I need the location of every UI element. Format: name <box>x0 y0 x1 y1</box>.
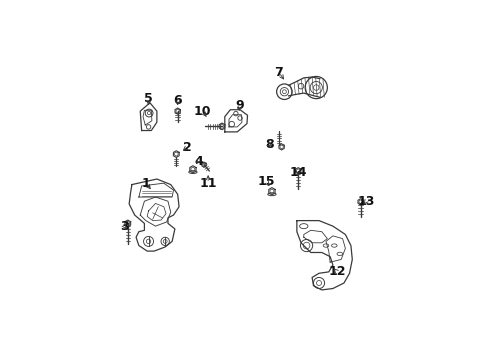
Text: 4: 4 <box>194 154 203 167</box>
Text: 2: 2 <box>183 141 192 154</box>
Text: 13: 13 <box>358 195 375 208</box>
Text: 12: 12 <box>328 265 346 278</box>
Text: 15: 15 <box>258 175 275 188</box>
Text: 1: 1 <box>142 177 150 190</box>
Text: 8: 8 <box>265 138 273 151</box>
Text: 10: 10 <box>194 105 211 118</box>
Text: 9: 9 <box>236 99 245 112</box>
Text: 3: 3 <box>120 220 129 233</box>
Text: 5: 5 <box>144 92 153 105</box>
Text: 14: 14 <box>290 166 307 179</box>
Text: 11: 11 <box>199 177 217 190</box>
Text: 6: 6 <box>173 94 182 107</box>
Text: 7: 7 <box>274 66 283 79</box>
